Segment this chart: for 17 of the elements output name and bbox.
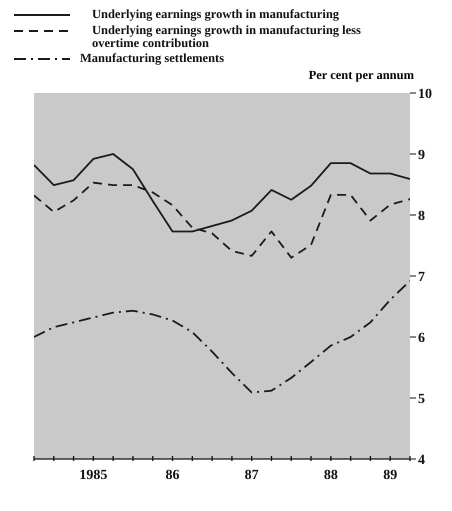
x-tick-label: 1985 [79, 468, 108, 483]
y-tick-label: 4 [418, 452, 425, 468]
x-tick-label: 87 [244, 468, 259, 483]
x-tick-label: 88 [324, 468, 338, 483]
legend-label: Underlying earnings growth in manufacturing [92, 7, 340, 21]
legend-label: Underlying earnings growth in manufacturing less overtime contribution [92, 23, 362, 50]
y-tick-label: 10 [418, 86, 432, 102]
y-tick-label: 5 [418, 392, 425, 407]
y-tick-label: 8 [418, 208, 425, 224]
legend-label: Manufacturing settlements [80, 51, 224, 65]
y-tick-label: 6 [418, 330, 425, 346]
y-tick-label: 7 [418, 270, 425, 285]
y-axis-title: Per cent per annum [308, 68, 415, 83]
x-tick-label: 86 [166, 468, 180, 483]
line-series [34, 280, 410, 394]
y-tick-label: 9 [418, 148, 425, 163]
x-tick-label: 89 [383, 468, 398, 483]
